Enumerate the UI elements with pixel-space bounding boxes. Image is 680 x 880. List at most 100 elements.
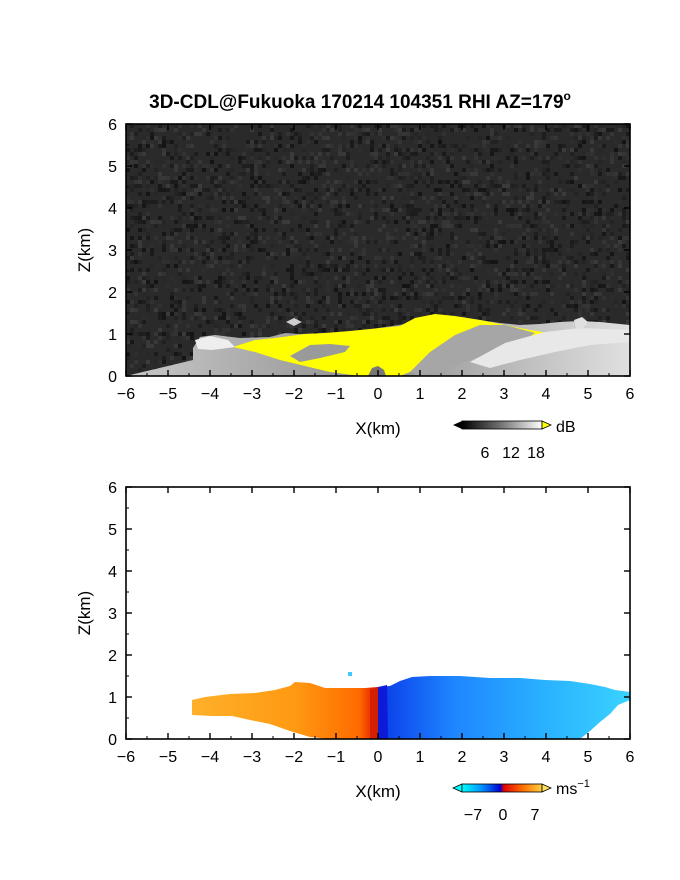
noise-cell (314, 172, 318, 176)
noise-cell (254, 188, 258, 192)
noise-cell (246, 144, 250, 148)
noise-cell (474, 220, 478, 224)
noise-cell (178, 320, 182, 324)
x-tick-label: 4 (542, 749, 551, 766)
noise-cell (438, 268, 442, 272)
noise-cell (570, 236, 574, 240)
noise-cell (354, 168, 358, 172)
noise-cell (590, 128, 594, 132)
noise-cell (250, 144, 254, 148)
noise-cell (534, 292, 538, 296)
noise-cell (614, 176, 618, 180)
noise-cell (366, 284, 370, 288)
noise-cell (234, 324, 238, 328)
noise-cell (298, 252, 302, 256)
noise-cell (486, 228, 490, 232)
noise-cell (598, 264, 602, 268)
noise-cell (278, 232, 282, 236)
noise-cell (614, 140, 618, 144)
noise-cell (402, 292, 406, 296)
noise-cell (318, 172, 322, 176)
noise-cell (438, 304, 442, 308)
noise-cell (230, 324, 234, 328)
noise-cell (326, 152, 330, 156)
noise-cell (574, 188, 578, 192)
noise-cell (626, 152, 630, 156)
noise-cell (538, 140, 542, 144)
noise-cell (558, 196, 562, 200)
noise-cell (506, 184, 510, 188)
noise-cell (598, 132, 602, 136)
noise-cell (258, 184, 262, 188)
noise-cell (310, 236, 314, 240)
noise-cell (554, 236, 558, 240)
noise-cell (422, 256, 426, 260)
noise-cell (558, 156, 562, 160)
noise-cell (382, 296, 386, 300)
noise-cell (234, 244, 238, 248)
noise-cell (150, 288, 154, 292)
noise-cell (458, 196, 462, 200)
noise-cell (134, 132, 138, 136)
x-tick-label: −6 (117, 749, 135, 766)
noise-cell (558, 252, 562, 256)
noise-cell (478, 256, 482, 260)
noise-cell (158, 328, 162, 332)
noise-cell (346, 204, 350, 208)
noise-cell (166, 204, 170, 208)
noise-cell (326, 288, 330, 292)
noise-cell (130, 260, 134, 264)
noise-cell (294, 180, 298, 184)
noise-cell (618, 200, 622, 204)
noise-cell (530, 292, 534, 296)
noise-cell (606, 288, 610, 292)
noise-cell (550, 220, 554, 224)
noise-cell (526, 260, 530, 264)
noise-cell (294, 188, 298, 192)
noise-cell (222, 240, 226, 244)
noise-cell (410, 208, 414, 212)
noise-cell (410, 224, 414, 228)
noise-cell (202, 332, 206, 336)
noise-cell (214, 196, 218, 200)
noise-cell (538, 256, 542, 260)
noise-cell (434, 292, 438, 296)
noise-cell (218, 188, 222, 192)
noise-cell (382, 216, 386, 220)
noise-cell (410, 280, 414, 284)
noise-cell (562, 256, 566, 260)
noise-cell (250, 216, 254, 220)
noise-cell (246, 276, 250, 280)
echo-speck (286, 318, 302, 326)
noise-cell (490, 192, 494, 196)
noise-cell (142, 220, 146, 224)
noise-cell (162, 244, 166, 248)
noise-cell (414, 236, 418, 240)
noise-cell (250, 136, 254, 140)
noise-cell (186, 248, 190, 252)
noise-cell (362, 288, 366, 292)
noise-cell (418, 220, 422, 224)
noise-cell (326, 188, 330, 192)
noise-cell (518, 148, 522, 152)
noise-cell (614, 300, 618, 304)
noise-cell (590, 248, 594, 252)
noise-cell (342, 284, 346, 288)
noise-cell (186, 296, 190, 300)
noise-cell (226, 164, 230, 168)
noise-cell (434, 180, 438, 184)
noise-cell (362, 252, 366, 256)
noise-cell (426, 172, 430, 176)
noise-cell (610, 172, 614, 176)
noise-cell (550, 188, 554, 192)
noise-cell (150, 144, 154, 148)
noise-cell (582, 284, 586, 288)
noise-cell (194, 276, 198, 280)
noise-cell (590, 136, 594, 140)
noise-cell (410, 128, 414, 132)
noise-cell (522, 312, 526, 316)
noise-cell (306, 204, 310, 208)
noise-cell (314, 140, 318, 144)
noise-cell (182, 184, 186, 188)
noise-cell (438, 228, 442, 232)
